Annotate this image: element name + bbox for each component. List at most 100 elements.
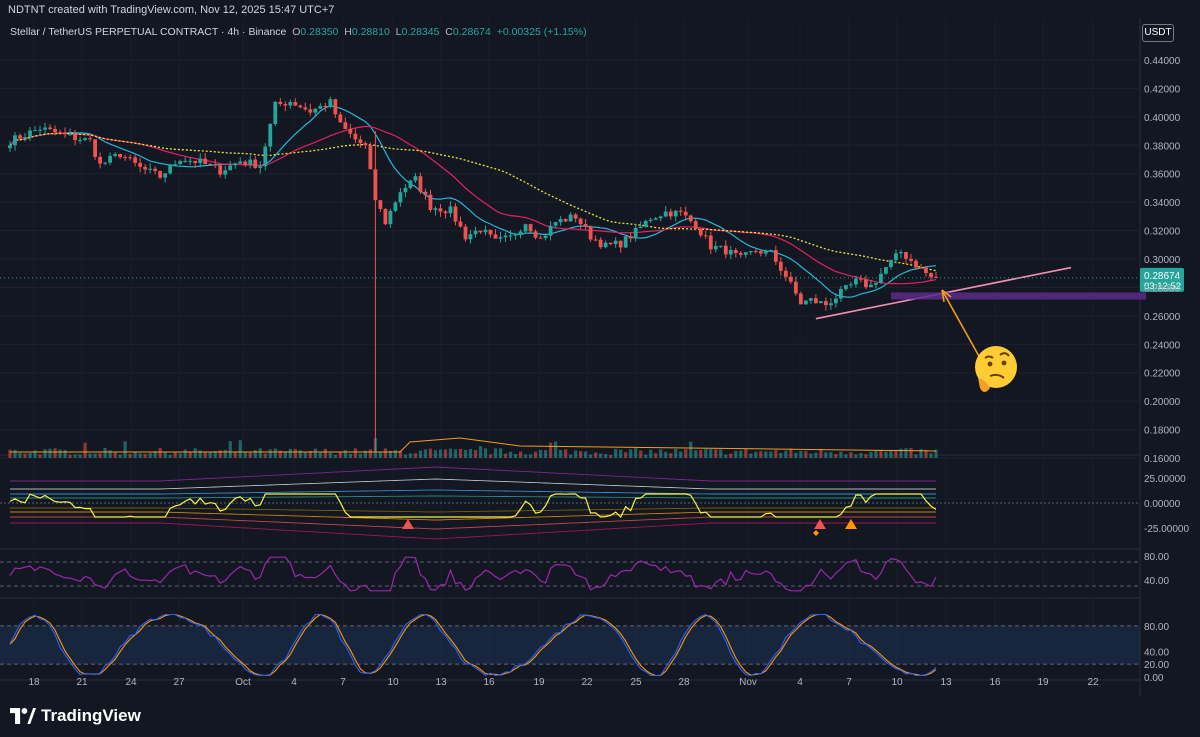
volume-bar — [589, 454, 593, 458]
volume-bar — [569, 454, 573, 458]
volume-bar — [739, 450, 743, 458]
candle-body — [653, 218, 658, 220]
candle-body — [63, 132, 67, 135]
candle-body — [128, 157, 133, 159]
candle-body — [849, 284, 853, 286]
volume-bar — [729, 453, 733, 458]
volume-bar — [133, 451, 137, 458]
volume-bar — [313, 448, 317, 458]
candle-body — [413, 176, 418, 181]
candle-body — [218, 165, 223, 175]
volume-bar — [779, 452, 783, 458]
volume-bar — [564, 449, 568, 458]
candle-body — [468, 234, 473, 240]
candle-body — [854, 278, 858, 285]
candle-body — [233, 163, 238, 166]
osc-band — [10, 511, 936, 521]
candle-body — [208, 163, 213, 165]
candle-body — [844, 285, 848, 289]
volume-bar — [644, 454, 648, 458]
candle-body — [163, 173, 168, 178]
y-tick-label: 0.30000 — [1144, 255, 1181, 266]
brand-name: TradingView — [41, 706, 141, 725]
volume-bar — [784, 450, 788, 458]
candle-body — [648, 219, 653, 221]
candle-body — [223, 170, 228, 175]
candle-body — [874, 282, 878, 285]
volume-bar — [744, 448, 748, 458]
volume-bar — [649, 449, 653, 458]
volume-bar — [458, 448, 463, 458]
rsi-pane — [0, 556, 1140, 592]
axes: 0.44000 0.42000 0.40000 0.38000 0.36000 0.340… — [28, 56, 1189, 688]
currency-button[interactable]: USDT — [1142, 24, 1174, 42]
volume-bar — [714, 449, 718, 458]
candle-body — [838, 288, 843, 299]
candle-body — [889, 260, 893, 268]
volume-bar — [594, 452, 598, 458]
candle-body — [833, 298, 838, 304]
volume-bar — [829, 452, 833, 458]
candle-body — [683, 211, 688, 216]
candle-body — [673, 210, 678, 217]
candle-body — [573, 214, 578, 219]
candle-body — [788, 276, 793, 282]
candle-body — [318, 105, 323, 109]
volume-bar — [308, 450, 312, 458]
candle-body — [348, 128, 353, 134]
candle-body — [743, 252, 748, 255]
low-label: L — [395, 26, 402, 38]
signal-triangle — [814, 519, 826, 529]
tradingview-logo[interactable]: TradingView — [10, 706, 141, 726]
volume-bar — [258, 448, 262, 458]
candle-body — [433, 208, 438, 211]
volume-bar — [328, 452, 332, 458]
volume-bar — [528, 454, 533, 458]
volume-bar — [323, 448, 327, 458]
candle-body — [88, 138, 92, 140]
candle-body — [593, 239, 598, 241]
support-zone — [890, 292, 1147, 300]
osc-tick-label: 0.00000 — [1144, 499, 1181, 510]
price-tag-value: 0.28674 — [1144, 271, 1181, 282]
candle-body — [728, 250, 733, 255]
candle-body — [899, 252, 903, 254]
stoch-d-line — [9, 613, 937, 677]
osc-band — [10, 522, 936, 540]
volume-bar — [88, 453, 92, 458]
rsi-line — [9, 556, 937, 592]
volume-bar — [143, 453, 147, 458]
rsi-tick-label: 80.00 — [1144, 552, 1169, 563]
candle-body — [423, 191, 428, 195]
volume-bar — [669, 453, 673, 458]
candle-body — [493, 234, 498, 239]
osc-tick-label: 25.00000 — [1144, 474, 1186, 485]
x-tick-label: 13 — [940, 677, 952, 688]
candle-body — [703, 235, 708, 237]
volume-bar — [333, 454, 337, 458]
candle-body — [768, 250, 773, 252]
candle-body — [38, 129, 42, 131]
candle-body — [78, 139, 82, 141]
candle-body — [798, 293, 803, 305]
candle-body — [273, 101, 278, 124]
volume-bar — [889, 450, 893, 458]
low-value: 0.28345 — [401, 26, 440, 38]
stoch-tick-label: 80.00 — [1144, 622, 1169, 633]
x-tick-label: 10 — [387, 677, 399, 688]
volume-bar — [343, 450, 347, 458]
volume-bar — [38, 454, 42, 458]
candle-body — [568, 214, 573, 222]
candle-body — [628, 236, 633, 239]
candle-body — [288, 102, 293, 106]
candle-body — [173, 164, 178, 166]
volume-bar — [268, 449, 272, 458]
candle-body — [698, 228, 703, 236]
volume-bar — [483, 448, 488, 458]
y-tick-label: 0.32000 — [1144, 227, 1181, 238]
volume-bar — [478, 446, 483, 458]
candle-body — [373, 169, 378, 201]
volume-bar — [548, 442, 553, 458]
volume-bar — [679, 451, 683, 458]
